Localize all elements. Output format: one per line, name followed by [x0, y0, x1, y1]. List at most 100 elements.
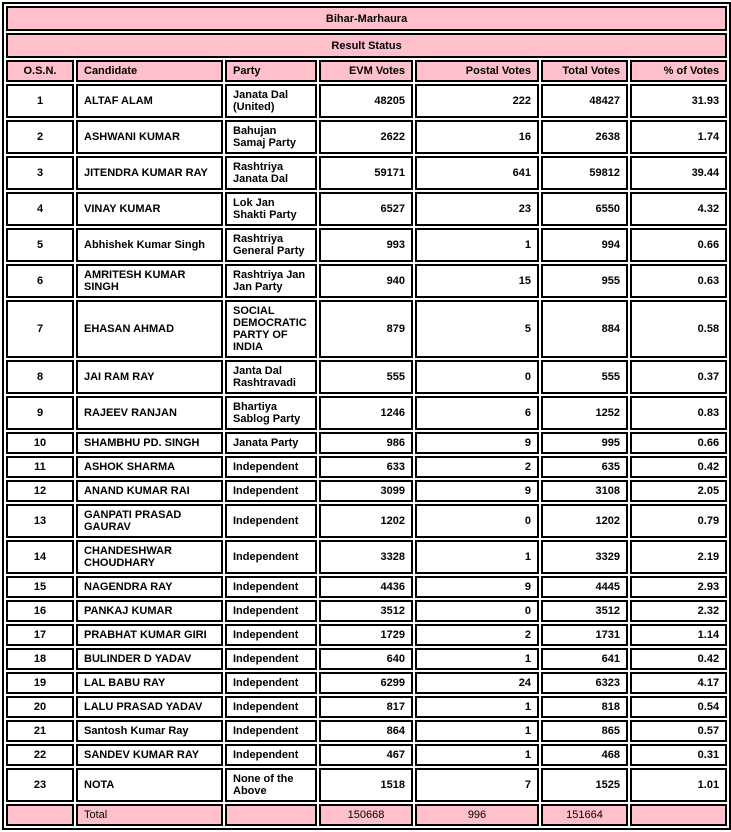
percent-votes-cell: 0.42 — [630, 456, 728, 478]
osn-cell: 12 — [6, 480, 74, 502]
osn-cell: 17 — [6, 624, 74, 646]
evm-votes-cell: 1246 — [319, 396, 413, 430]
table-row: 22 SANDEV KUMAR RAY Independent 467 1 468 0.31 — [6, 744, 728, 766]
evm-votes-cell: 1518 — [319, 768, 413, 802]
evm-votes-cell: 2622 — [319, 120, 413, 154]
evm-votes-cell: 48205 — [319, 84, 413, 118]
postal-votes-cell: 1 — [415, 696, 539, 718]
postal-votes-cell: 1 — [415, 540, 539, 574]
total-votes-cell: 468 — [541, 744, 628, 766]
candidate-cell: PANKAJ KUMAR — [76, 600, 223, 622]
table-row: 4 VINAY KUMAR Lok Jan Shakti Party 6527 23 65… — [6, 192, 728, 226]
candidate-cell: ANAND KUMAR RAI — [76, 480, 223, 502]
evm-votes-cell: 1202 — [319, 504, 413, 538]
column-header-evm-votes: EVM Votes — [319, 60, 413, 82]
total-votes-cell: 3512 — [541, 600, 628, 622]
osn-cell: 14 — [6, 540, 74, 574]
candidate-cell: GANPATI PRASAD GAURAV — [76, 504, 223, 538]
party-cell: Rashtriya Jan Jan Party — [225, 264, 317, 298]
evm-votes-cell: 640 — [319, 648, 413, 670]
candidate-cell: BULINDER D YADAV — [76, 648, 223, 670]
party-cell: Rashtriya General Party — [225, 228, 317, 262]
candidate-cell: Abhishek Kumar Singh — [76, 228, 223, 262]
candidate-cell: AMRITESH KUMAR SINGH — [76, 264, 223, 298]
percent-votes-cell: 1.74 — [630, 120, 728, 154]
column-header-total-votes: Total Votes — [541, 60, 628, 82]
percent-votes-cell: 0.66 — [630, 432, 728, 454]
postal-votes-cell: 2 — [415, 456, 539, 478]
table-row: 10 SHAMBHU PD. SINGH Janata Party 986 9 995 0.… — [6, 432, 728, 454]
postal-votes-cell: 9 — [415, 432, 539, 454]
table-row: 12 ANAND KUMAR RAI Independent 3099 9 3108 2.0… — [6, 480, 728, 502]
evm-votes-cell: 6527 — [319, 192, 413, 226]
evm-votes-cell: 879 — [319, 300, 413, 358]
postal-votes-cell: 6 — [415, 396, 539, 430]
constituency-title: Bihar-Marhaura — [6, 6, 728, 31]
candidate-cell: EHASAN AHMAD — [76, 300, 223, 358]
party-cell: Independent — [225, 672, 317, 694]
postal-votes-cell: 0 — [415, 600, 539, 622]
total-votes-cell: 641 — [541, 648, 628, 670]
evm-votes-cell: 1729 — [319, 624, 413, 646]
party-cell: Independent — [225, 480, 317, 502]
postal-votes-cell: 641 — [415, 156, 539, 190]
party-cell: Independent — [225, 576, 317, 598]
party-cell: Independent — [225, 720, 317, 742]
percent-votes-cell: 0.37 — [630, 360, 728, 394]
table-row: 3 JITENDRA KUMAR RAY Rashtriya Janata Dal 5… — [6, 156, 728, 190]
table-row: 16 PANKAJ KUMAR Independent 3512 0 3512 2.32 — [6, 600, 728, 622]
table-row: 21 Santosh Kumar Ray Independent 864 1 865 0.5… — [6, 720, 728, 742]
table-row: 6 AMRITESH KUMAR SINGH Rashtriya Jan Jan P… — [6, 264, 728, 298]
percent-votes-cell: 2.32 — [630, 600, 728, 622]
candidate-cell: SHAMBHU PD. SINGH — [76, 432, 223, 454]
osn-cell: 4 — [6, 192, 74, 226]
percent-votes-cell: 39.44 — [630, 156, 728, 190]
header-row: O.S.N. Candidate Party EVM Votes Postal … — [6, 60, 728, 82]
postal-votes-cell: 24 — [415, 672, 539, 694]
osn-cell: 2 — [6, 120, 74, 154]
total-votes-cell: 1252 — [541, 396, 628, 430]
party-cell: Rashtriya Janata Dal — [225, 156, 317, 190]
postal-votes-cell: 7 — [415, 768, 539, 802]
column-header-candidate: Candidate — [76, 60, 223, 82]
evm-votes-cell: 6299 — [319, 672, 413, 694]
candidate-cell: ALTAF ALAM — [76, 84, 223, 118]
party-cell: Independent — [225, 600, 317, 622]
total-pct-cell — [630, 804, 728, 826]
evm-votes-cell: 633 — [319, 456, 413, 478]
table-row: 23 NOTA None of the Above 1518 7 1525 1.01 — [6, 768, 728, 802]
postal-votes-cell: 2 — [415, 624, 539, 646]
table-row: 9 RAJEEV RANJAN Bhartiya Sablog Party 1246 6… — [6, 396, 728, 430]
party-cell: Lok Jan Shakti Party — [225, 192, 317, 226]
evm-votes-cell: 993 — [319, 228, 413, 262]
total-votes-cell: 2638 — [541, 120, 628, 154]
party-cell: Bahujan Samaj Party — [225, 120, 317, 154]
osn-cell: 21 — [6, 720, 74, 742]
party-cell: Independent — [225, 540, 317, 574]
total-votes-cell: 1731 — [541, 624, 628, 646]
osn-cell: 9 — [6, 396, 74, 430]
table-row: 13 GANPATI PRASAD GAURAV Independent 1202 0 1… — [6, 504, 728, 538]
postal-votes-cell: 9 — [415, 576, 539, 598]
total-votes-cell: 1202 — [541, 504, 628, 538]
postal-votes-cell: 0 — [415, 360, 539, 394]
total-votes-cell: 818 — [541, 696, 628, 718]
table-row: 5 Abhishek Kumar Singh Rashtriya General P… — [6, 228, 728, 262]
total-votes-cell: 1525 — [541, 768, 628, 802]
total-evm-votes: 150668 — [319, 804, 413, 826]
percent-votes-cell: 0.79 — [630, 504, 728, 538]
postal-votes-cell: 9 — [415, 480, 539, 502]
percent-votes-cell: 0.63 — [630, 264, 728, 298]
percent-votes-cell: 0.31 — [630, 744, 728, 766]
table-row: 14 CHANDESHWAR CHOUDHARY Independent 3328 1 3… — [6, 540, 728, 574]
party-cell: Independent — [225, 744, 317, 766]
total-votes-cell: 3108 — [541, 480, 628, 502]
party-cell: Janta Dal Rashtravadi — [225, 360, 317, 394]
candidate-cell: NAGENDRA RAY — [76, 576, 223, 598]
percent-votes-cell: 2.19 — [630, 540, 728, 574]
percent-votes-cell: 1.14 — [630, 624, 728, 646]
subtitle-row: Result Status — [6, 33, 728, 58]
candidate-cell: JITENDRA KUMAR RAY — [76, 156, 223, 190]
osn-cell: 15 — [6, 576, 74, 598]
party-cell: Independent — [225, 624, 317, 646]
